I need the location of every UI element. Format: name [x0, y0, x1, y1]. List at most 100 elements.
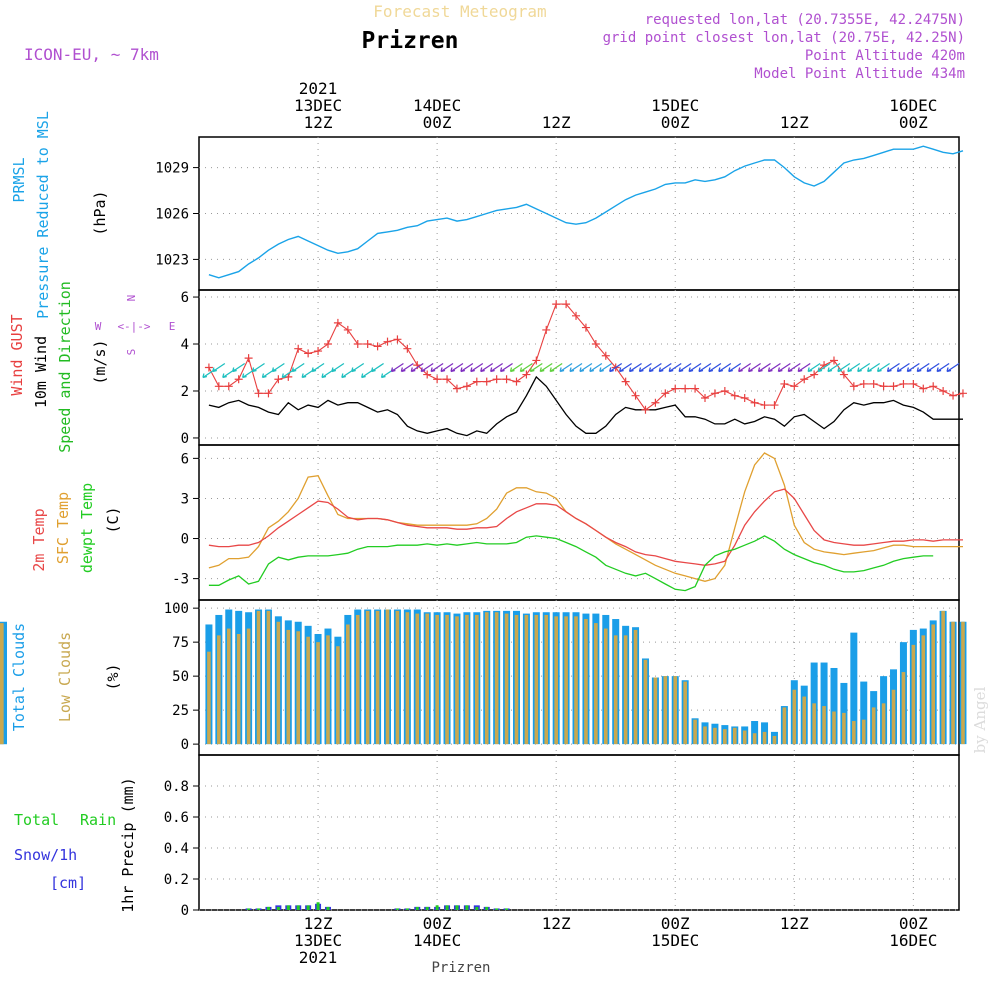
time-label-top: 15DEC [651, 96, 699, 115]
wind-gust-point [949, 391, 958, 400]
low-cloud-bar [355, 614, 360, 745]
wind-direction-arrow [906, 362, 920, 373]
precip-rain-bar [505, 908, 509, 910]
credit-watermark: by Angel [971, 686, 989, 753]
low-cloud-bar [703, 726, 707, 745]
time-label-bottom: 00Z [423, 914, 452, 933]
low-cloud-bar [405, 612, 410, 745]
wind-gust-point [482, 377, 491, 386]
low-cloud-bar [594, 623, 598, 745]
temp-dew-label: dewpt Temp [78, 483, 96, 573]
low-cloud-bar [881, 703, 886, 745]
total-clouds-label: Total Clouds [10, 623, 28, 731]
time-label-bottom: 00Z [661, 914, 690, 933]
requested-coords: requested lon,lat (20.7355E, 42.2475N) [645, 12, 965, 28]
time-label-top: 13DEC [294, 96, 342, 115]
low-cloud-bar [524, 614, 529, 745]
low-cloud-bar [484, 612, 489, 745]
low-cloud-bar [772, 735, 777, 745]
wind-10m-label: 10m Wind [32, 336, 50, 408]
wind-direction-arrow [490, 362, 504, 373]
wind-gust-point [681, 384, 690, 393]
wind-gust-point [939, 386, 948, 395]
temperature-ytick-label: 6 [181, 451, 189, 467]
precip-rain-bar [465, 905, 469, 910]
precip-rain-bar [247, 908, 251, 910]
time-label-top: 12Z [542, 113, 571, 132]
time-label-bottom: 15DEC [651, 931, 699, 950]
wind-ytick-label: 6 [181, 290, 189, 306]
temp-sfc-label: SFC Temp [54, 492, 72, 564]
clouds-ytick-label: 50 [172, 669, 189, 685]
low-cloud-bar [921, 635, 926, 745]
wind-gust-point [641, 405, 650, 414]
wind-gust-point [214, 382, 223, 391]
precip-ytick-label: 0.4 [164, 841, 189, 857]
time-label-bottom: 12Z [542, 914, 571, 933]
wind-direction-arrow [827, 362, 841, 373]
precip-total-label: Total [14, 811, 59, 829]
low-cloud-bar [891, 689, 896, 745]
low-cloud-bar [723, 729, 727, 745]
time-label-bottom: 2021 [299, 948, 338, 967]
low-cloud-bar [385, 609, 390, 745]
low-cloud-bar [792, 689, 797, 745]
low-cloud-bar [732, 727, 737, 745]
low-cloud-bar [713, 727, 717, 745]
wind-gust-point [472, 377, 481, 386]
wind-direction-arrow [470, 362, 484, 373]
pressure-ytick-label: 1026 [155, 207, 189, 223]
temp-2m-line [208, 488, 963, 566]
low-cloud-bar [941, 610, 945, 745]
wind-gust-point [740, 394, 749, 403]
wind-direction-arrow [420, 362, 434, 373]
wind-direction-arrow [747, 362, 761, 373]
wind-gust-label: Wind GUST [8, 314, 26, 395]
low-cloud-bar [852, 721, 856, 745]
wind-direction-arrow [589, 362, 603, 373]
wind-direction-arrow [519, 362, 533, 373]
precip-rain-bar [316, 902, 320, 910]
time-label-top: 00Z [899, 113, 928, 132]
time-label-bottom: 13DEC [294, 931, 342, 950]
wind-gust-point [443, 375, 452, 384]
precip-rain-bar [257, 908, 261, 910]
wind-direction-arrow [251, 362, 265, 373]
low-cloud-bar [296, 631, 301, 745]
low-cloud-bar [435, 614, 439, 745]
low-cloud-bar [336, 646, 340, 745]
wind-ytick-label: 4 [181, 337, 189, 353]
low-cloud-bar [653, 677, 658, 745]
wind-gust-point [403, 344, 412, 353]
low-cloud-bar [266, 610, 271, 745]
total-cloud-bar [850, 632, 858, 745]
low-cloud-bar [603, 628, 608, 745]
low-cloud-bar [782, 707, 787, 745]
time-label-top: 16DEC [889, 96, 937, 115]
wind-gust-point [889, 382, 898, 391]
wind-direction-arrow [619, 362, 632, 373]
wind-gust-point [710, 389, 719, 398]
precip-rain-bar [485, 906, 489, 910]
low-cloud-bar [613, 635, 618, 745]
precip-ytick-label: 0.2 [164, 872, 189, 888]
precip-rain-bar [425, 906, 429, 910]
low-cloud-bar [584, 619, 588, 745]
wind-direction-arrow [817, 362, 831, 373]
wind-direction-arrow [896, 362, 910, 373]
low-cloud-bar [226, 628, 231, 745]
low-cloud-bar [346, 624, 350, 745]
wind-gust-point [899, 379, 908, 388]
wind-direction-arrow [936, 362, 950, 373]
low-cloud-bar [544, 614, 549, 745]
low-cloud-bar [365, 610, 370, 745]
wind-direction-arrow [480, 362, 494, 373]
wind-gust-point [462, 382, 471, 391]
wind-gust-point [869, 379, 878, 388]
wind-ytick-label: 2 [181, 384, 189, 400]
time-label-bottom: 00Z [899, 914, 928, 933]
wind-gust-point [631, 391, 640, 400]
wind-gust-point [532, 356, 541, 365]
wind-direction-arrow [807, 362, 821, 373]
total-cloud-bar [820, 662, 828, 745]
